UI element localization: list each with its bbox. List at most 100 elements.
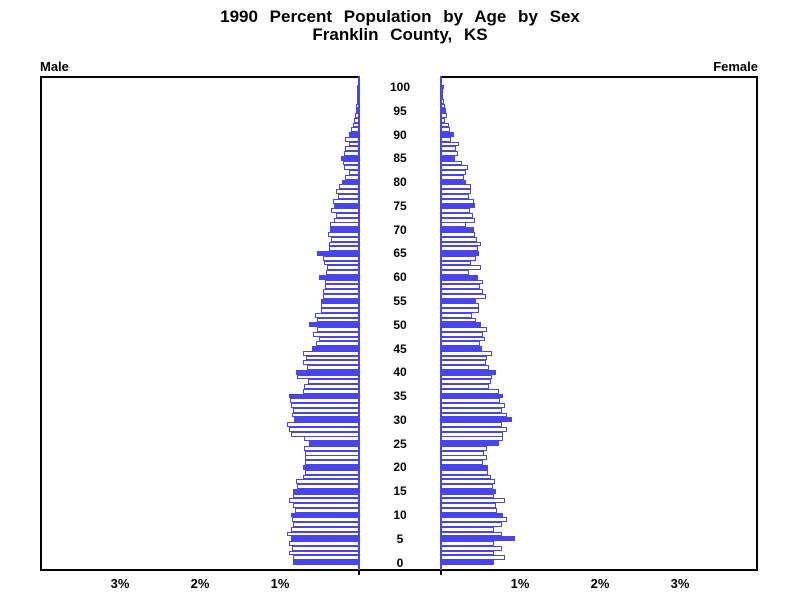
- female-bar-age-98: [441, 94, 444, 99]
- male-bar-age-60: [319, 274, 359, 280]
- male-bar-age-90: [348, 132, 359, 137]
- female-bar-age-14: [441, 493, 494, 499]
- female-bar-age-96: [441, 103, 445, 109]
- male-bar-age-40: [295, 369, 359, 375]
- male-bar-age-12: [293, 503, 359, 508]
- female-bar-age-28: [441, 426, 508, 432]
- female-bar-age-15: [441, 488, 497, 494]
- male-bar-age-88: [349, 141, 359, 147]
- male-bar-age-6: [287, 531, 359, 537]
- male-bar-age-9: [291, 517, 359, 523]
- male-bar-age-75: [334, 203, 359, 209]
- female-percent-tick-2: 2%: [590, 576, 610, 591]
- female-bar-age-9: [441, 517, 507, 523]
- male-bar-age-99: [357, 89, 360, 95]
- male-bar-age-47: [319, 336, 359, 342]
- female-bar-age-94: [441, 113, 448, 118]
- female-bar-age-8: [441, 522, 502, 527]
- female-bar-age-86: [441, 151, 458, 156]
- female-bar-age-62: [441, 265, 481, 271]
- female-bar-age-29: [441, 422, 502, 427]
- female-bar-age-80: [441, 179, 466, 185]
- male-bar-age-54: [320, 303, 359, 309]
- male-bar-age-71: [330, 222, 359, 228]
- female-percent-tick-1: 1%: [510, 576, 530, 591]
- male-bar-age-7: [291, 526, 359, 532]
- female-bar-age-12: [441, 503, 497, 508]
- male-bar-age-49: [316, 327, 359, 332]
- female-bar-age-74: [441, 208, 470, 214]
- age-tick-label-75: 75: [393, 198, 407, 213]
- male-bar-age-22: [304, 455, 359, 461]
- male-percent-tick-3: 3%: [110, 576, 130, 591]
- male-bar-age-51: [316, 317, 359, 323]
- female-bar-age-33: [441, 403, 505, 408]
- female-bar-age-99: [441, 89, 443, 95]
- age-tick-label-40: 40: [393, 365, 407, 380]
- female-bar-age-53: [441, 308, 480, 313]
- male-bar-age-46: [315, 341, 359, 347]
- male-bar-age-73: [335, 212, 359, 218]
- male-percent-tick-2: 2%: [190, 576, 210, 591]
- female-bar-age-45: [441, 346, 482, 351]
- female-bar-age-42: [441, 360, 486, 366]
- female-bar-age-47: [441, 336, 485, 342]
- male-bar-age-92: [352, 122, 359, 128]
- female-bar-age-82: [441, 170, 466, 175]
- female-bar-age-26: [441, 436, 503, 442]
- female-bar-age-90: [441, 132, 454, 137]
- male-bar-age-1: [293, 555, 359, 561]
- female-bar-age-83: [441, 165, 469, 171]
- male-bar-age-89: [345, 136, 359, 142]
- female-bar-age-34: [441, 398, 501, 404]
- female-bar-age-50: [441, 322, 481, 328]
- male-bar-age-59: [324, 279, 359, 285]
- female-bar-age-25: [441, 441, 499, 447]
- female-panel-top-border: [440, 76, 758, 78]
- female-bar-age-10: [441, 512, 504, 518]
- female-bar-age-16: [441, 484, 493, 489]
- female-bar-age-7: [441, 526, 494, 532]
- male-bar-age-80: [342, 179, 359, 185]
- chart-subtitle: Franklin County, KS: [312, 25, 488, 44]
- male-bar-age-91: [351, 127, 359, 133]
- male-bar-age-19: [304, 469, 359, 475]
- male-bar-age-25: [309, 441, 359, 447]
- male-bar-age-95: [355, 108, 359, 114]
- male-bar-age-64: [323, 255, 359, 261]
- female-bar-age-30: [441, 417, 513, 423]
- male-bar-age-82: [348, 170, 359, 175]
- female-bar-age-79: [441, 184, 471, 190]
- male-bar-age-68: [331, 236, 359, 242]
- male-bar-age-57: [323, 289, 359, 294]
- male-bar-age-42: [303, 360, 359, 366]
- female-bar-age-51: [441, 317, 477, 323]
- female-bar-age-93: [441, 117, 445, 123]
- male-bar-age-36: [303, 388, 359, 394]
- female-bar-age-73: [441, 212, 473, 218]
- male-zero-axis-line: [358, 76, 360, 570]
- male-bar-age-17: [295, 479, 359, 485]
- female-bar-age-95: [441, 108, 446, 114]
- female-bar-age-24: [441, 445, 487, 451]
- female-bar-age-4: [441, 541, 494, 546]
- age-tick-label-20: 20: [393, 460, 407, 475]
- male-bar-age-35: [288, 393, 359, 399]
- female-bar-age-87: [441, 146, 457, 152]
- male-bar-age-31: [291, 412, 359, 418]
- male-bar-age-62: [327, 265, 359, 271]
- female-bar-age-72: [441, 217, 476, 223]
- male-bar-age-77: [338, 193, 359, 199]
- male-bar-age-58: [325, 284, 359, 290]
- male-bar-age-45: [311, 346, 359, 351]
- female-bar-age-68: [441, 236, 477, 242]
- male-bar-age-23: [304, 450, 359, 456]
- female-bar-age-3: [441, 545, 502, 551]
- female-bar-age-85: [441, 155, 456, 161]
- female-bar-age-41: [441, 365, 489, 370]
- age-tick-label-100: 100: [389, 80, 411, 94]
- female-bar-age-37: [441, 384, 489, 389]
- female-bar-age-5: [441, 536, 515, 542]
- female-bar-age-97: [441, 98, 445, 104]
- age-tick-label-60: 60: [393, 270, 407, 285]
